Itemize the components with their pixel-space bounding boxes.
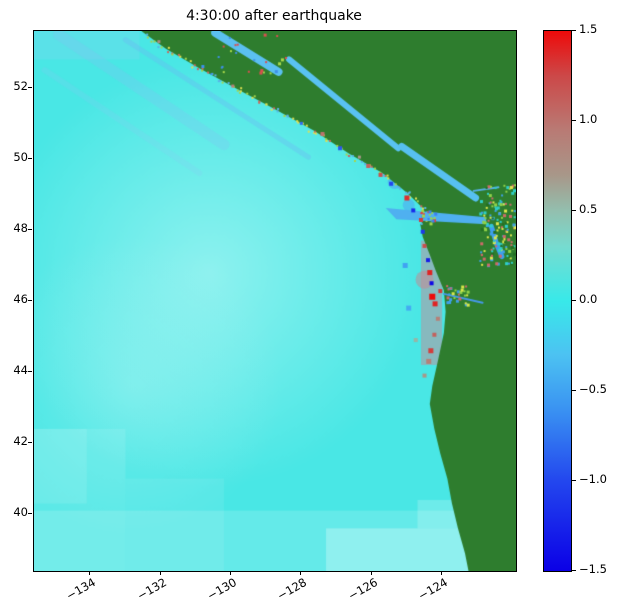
colorbar bbox=[543, 30, 572, 572]
y-tick-mark bbox=[28, 442, 32, 444]
y-tick-label: 46 bbox=[13, 292, 28, 306]
colorbar-tick-label: 0.0 bbox=[579, 292, 598, 306]
y-tick-label: 48 bbox=[13, 220, 28, 235]
y-tick-mark bbox=[28, 513, 32, 515]
y-tick-mark bbox=[28, 371, 32, 373]
colorbar-tick-label: −1.5 bbox=[579, 562, 607, 576]
colorbar-tick-label: 1.0 bbox=[579, 112, 598, 126]
x-tick-label: −128 bbox=[275, 575, 310, 603]
colorbar-tick-mark bbox=[572, 300, 576, 301]
x-tick-mark bbox=[441, 571, 443, 575]
colorbar-gradient bbox=[544, 31, 571, 571]
y-tick-mark bbox=[28, 86, 32, 88]
colorbar-tick-label: −1.0 bbox=[579, 472, 607, 486]
y-tick-label: 44 bbox=[13, 363, 28, 378]
map-canvas bbox=[34, 31, 516, 571]
colorbar-tick-mark bbox=[572, 210, 576, 211]
chart-title: 4:30:00 after earthquake bbox=[186, 8, 362, 24]
y-tick-label: 40 bbox=[13, 505, 28, 520]
x-tick-mark bbox=[89, 571, 91, 575]
y-tick-mark bbox=[28, 300, 32, 301]
x-tick-label: −134 bbox=[63, 575, 99, 603]
x-tick-mark bbox=[230, 571, 232, 575]
y-tick-mark bbox=[28, 157, 32, 159]
colorbar-tick-label: 1.5 bbox=[579, 22, 598, 36]
x-tick-mark bbox=[300, 571, 302, 575]
colorbar-tick-label: −0.5 bbox=[579, 382, 607, 396]
y-tick-label: 50 bbox=[13, 149, 28, 164]
x-tick-mark bbox=[159, 571, 161, 575]
x-tick-label: −132 bbox=[134, 575, 169, 603]
colorbar-tick-mark bbox=[572, 30, 576, 31]
x-tick-mark bbox=[370, 571, 372, 575]
x-tick-label: −126 bbox=[345, 575, 380, 603]
x-tick-label: −130 bbox=[204, 575, 240, 603]
y-tick-label: 52 bbox=[13, 78, 28, 93]
y-tick-label: 42 bbox=[13, 434, 28, 449]
plot-area bbox=[33, 30, 517, 572]
colorbar-tick-mark bbox=[572, 480, 576, 481]
colorbar-tick-label: 0.5 bbox=[579, 202, 598, 216]
colorbar-tick-mark bbox=[572, 390, 576, 391]
colorbar-tick-mark bbox=[572, 120, 576, 121]
y-tick-mark bbox=[28, 228, 32, 230]
colorbar-tick-mark bbox=[572, 570, 576, 571]
x-tick-label: −124 bbox=[415, 575, 451, 603]
